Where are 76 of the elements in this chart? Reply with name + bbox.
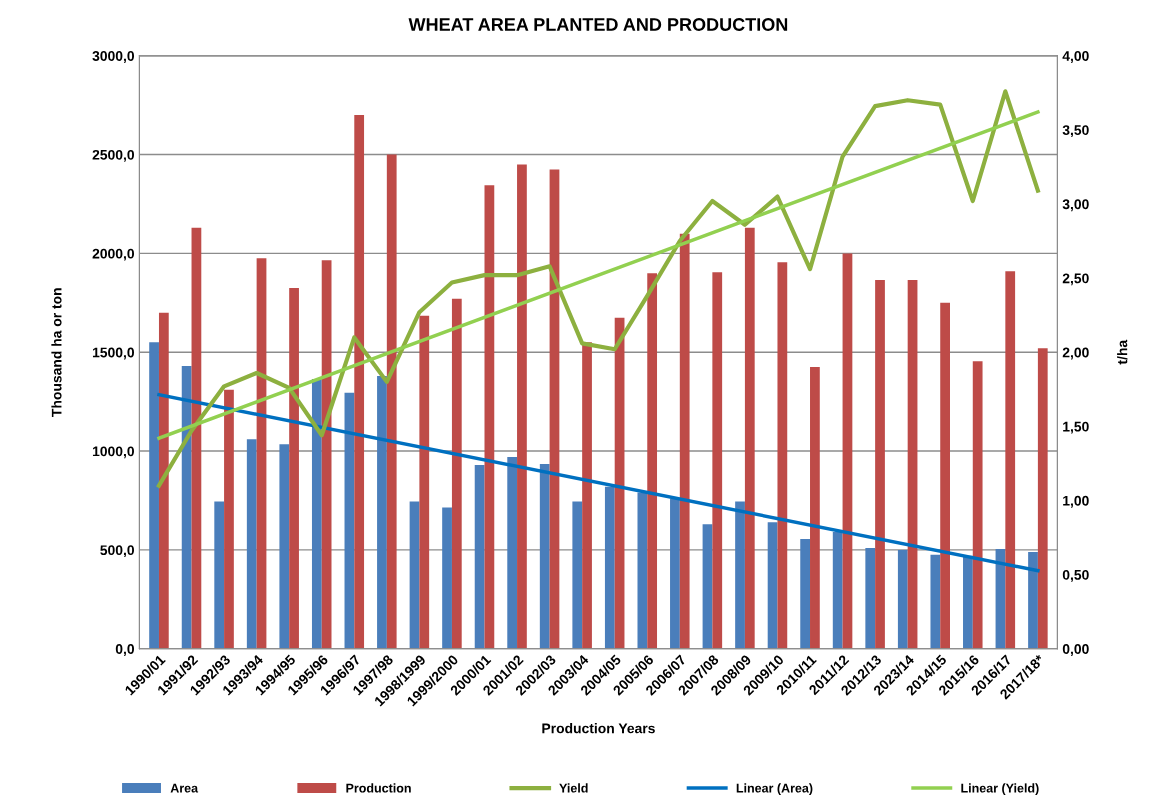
y2-tick-label: 3,50 bbox=[1062, 125, 1089, 138]
y-tick-label: 1500,0 bbox=[92, 347, 135, 360]
y-tick-label: 3000,0 bbox=[92, 51, 135, 63]
y2-tick-label: 0,00 bbox=[1062, 644, 1089, 656]
bar bbox=[507, 457, 518, 649]
bar bbox=[377, 375, 387, 649]
y-tick-label: 2500,0 bbox=[92, 149, 135, 162]
bar bbox=[419, 315, 430, 649]
y2-tick-label: 1,00 bbox=[1063, 495, 1089, 508]
y2-tick-label: 2,50 bbox=[1062, 273, 1089, 286]
bar bbox=[1028, 551, 1038, 649]
bar bbox=[865, 547, 876, 649]
y-tick-label: 0,0 bbox=[115, 644, 135, 656]
bar bbox=[897, 549, 908, 649]
bar bbox=[1037, 348, 1048, 649]
bar bbox=[777, 262, 788, 649]
x-axis-title: Production Years bbox=[542, 723, 655, 734]
y-tick-label: 2000,0 bbox=[92, 248, 135, 261]
legend-label: Yield bbox=[559, 783, 588, 793]
chart-title: WHEAT AREA PLANTED AND PRODUCTION bbox=[408, 18, 788, 31]
y2-tick-label: 2,00 bbox=[1062, 347, 1089, 360]
bar bbox=[637, 492, 648, 649]
bar bbox=[963, 555, 973, 649]
bar bbox=[484, 185, 495, 649]
bar bbox=[149, 342, 159, 649]
y2-tick-label: 3,00 bbox=[1062, 199, 1089, 212]
bar bbox=[767, 522, 778, 649]
bar bbox=[679, 233, 690, 649]
bar bbox=[181, 366, 192, 649]
bar bbox=[604, 486, 615, 649]
y-axis-title: Thousand ha or ton bbox=[51, 288, 62, 417]
legend-label: Linear (Area) bbox=[736, 783, 813, 796]
bar bbox=[409, 501, 420, 649]
bar bbox=[842, 253, 853, 649]
bar bbox=[246, 439, 257, 649]
bar bbox=[670, 498, 680, 649]
bar bbox=[735, 501, 745, 649]
bar bbox=[451, 298, 462, 649]
legend-label: Area bbox=[170, 783, 199, 793]
bar bbox=[702, 524, 713, 649]
bar bbox=[972, 361, 983, 649]
bar bbox=[344, 392, 355, 649]
bar bbox=[214, 501, 225, 649]
bar bbox=[386, 154, 397, 649]
bar bbox=[474, 464, 485, 649]
bar bbox=[930, 554, 941, 649]
bar bbox=[940, 302, 950, 649]
y-tick-label: 500,0 bbox=[100, 545, 135, 558]
bar bbox=[810, 367, 820, 649]
bar bbox=[572, 501, 583, 649]
y-tick-label: 1000,0 bbox=[92, 446, 135, 459]
bar bbox=[875, 280, 885, 649]
y2-axis-title: t/ha bbox=[1117, 339, 1128, 365]
bar bbox=[582, 342, 592, 649]
bar bbox=[158, 312, 169, 649]
bar bbox=[442, 507, 452, 649]
bar bbox=[224, 389, 234, 649]
bar bbox=[712, 272, 723, 649]
y2-tick-label: 1,50 bbox=[1063, 421, 1089, 434]
bar bbox=[907, 280, 918, 649]
bar bbox=[517, 164, 527, 649]
bar bbox=[354, 115, 365, 649]
y2-tick-label: 0,50 bbox=[1062, 569, 1089, 582]
bar bbox=[744, 227, 755, 649]
legend-label: Production bbox=[346, 783, 411, 793]
bar bbox=[279, 444, 290, 649]
line-series bbox=[156, 89, 1040, 488]
bar bbox=[289, 287, 299, 649]
bar bbox=[311, 378, 322, 649]
bar bbox=[832, 532, 843, 649]
bar bbox=[539, 463, 550, 649]
bar bbox=[1005, 271, 1016, 649]
y2-tick-label: 4,00 bbox=[1062, 51, 1089, 63]
legend-label: Linear (Yield) bbox=[961, 783, 1039, 796]
bar bbox=[800, 539, 811, 649]
bar bbox=[647, 273, 658, 649]
